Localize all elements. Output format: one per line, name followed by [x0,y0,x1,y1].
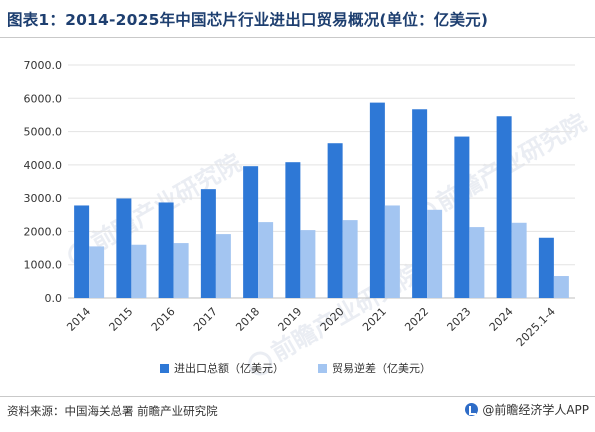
bar-deficit [384,205,400,298]
bar-deficit [215,234,231,298]
x-tick-label: 2021 [360,305,389,334]
y-tick-label: 0.0 [45,292,63,305]
bar-deficit [553,276,569,298]
chart-legend: 进出口总额（亿美元） 贸易逆差（亿美元） [0,360,595,376]
y-tick-label: 5000.0 [24,126,63,139]
bar-total [200,189,216,298]
x-tick-label: 2023 [445,305,474,334]
y-tick-label: 4000.0 [24,159,63,172]
bar-total [158,202,174,298]
bar-total [369,102,385,298]
bar-deficit [469,227,485,298]
bar-deficit [342,220,358,298]
y-tick-label: 3000.0 [24,192,63,205]
x-tick-label: 2022 [402,305,431,334]
bar-total [74,205,90,298]
bar-total [327,143,343,298]
x-tick-label: 2016 [149,305,178,334]
brand-logo-icon [465,403,479,416]
x-tick-label: 2015 [107,305,136,334]
x-tick-label: 2018 [233,305,262,334]
bar-deficit [173,243,189,298]
bar-total [412,109,428,299]
x-tick-label: 2020 [318,305,347,334]
title-divider [0,37,595,38]
chart-title: 图表1：2014-2025年中国芯片行业进出口贸易概况(单位：亿美元) [7,11,489,29]
x-tick-label: 2017 [191,305,220,334]
bar-total [285,162,301,298]
footer-divider [0,396,595,397]
brand-text: @前瞻经济学人APP [482,403,589,417]
bar-deficit [131,244,147,298]
legend-item-deficit: 贸易逆差（亿美元） [318,360,431,376]
bar-deficit [511,222,527,298]
legend-item-total: 进出口总额（亿美元） [160,360,284,376]
legend-swatch-total [160,363,169,373]
bar-deficit [300,230,316,298]
bar-deficit [89,246,105,298]
bar-chart: 0.0 1000.0 2000.0 3000.0 4000.0 5000.0 6000.0 7… [24,59,575,349]
bar-total [243,166,259,298]
x-tick-label: 2025.1-4 [514,305,558,349]
legend-label-total: 进出口总额（亿美元） [174,362,284,375]
x-tick-label: 2019 [276,305,305,334]
y-tick-label: 7000.0 [24,59,63,72]
y-tick-label: 2000.0 [24,225,63,238]
bar-deficit [427,209,443,298]
bar-total [454,136,470,298]
brand-credit: @前瞻经济学人APP [465,401,589,418]
legend-label-deficit: 贸易逆差（亿美元） [332,362,431,375]
bar-total [116,198,132,298]
y-tick-label: 6000.0 [24,92,63,105]
x-tick-label: 2014 [64,305,93,334]
bar-total [496,116,512,298]
bar-deficit [258,222,274,298]
x-tick-label: 2024 [487,305,516,334]
bar-total [538,237,554,298]
y-tick-label: 1000.0 [24,259,63,272]
source-note: 资料来源：中国海关总署 前瞻产业研究院 [7,404,218,418]
legend-swatch-deficit [318,363,327,373]
